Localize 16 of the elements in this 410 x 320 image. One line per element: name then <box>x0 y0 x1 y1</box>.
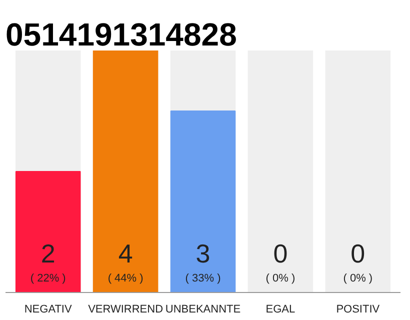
annotation: 0 <box>273 238 288 268</box>
x-tick-label: NEGATIV <box>24 304 72 316</box>
data-label: ( 0% ) <box>343 272 373 284</box>
data-label: ( 22% ) <box>30 272 66 284</box>
x-tick-label: VERWIRREND <box>88 304 164 316</box>
chart-title: 0514191314828 <box>6 16 237 52</box>
annotation: 3 <box>196 238 210 268</box>
annotation: 0 <box>350 238 366 268</box>
x-tick-label: POSITIV <box>336 304 380 316</box>
annotation: 2 <box>40 238 56 268</box>
data-label: ( 0% ) <box>266 272 296 284</box>
data-label: ( 33% ) <box>185 272 221 284</box>
annotation: 4 <box>118 238 133 268</box>
x-tick-label: UNBEKANNTE <box>165 304 241 316</box>
data-label: ( 44% ) <box>108 272 144 284</box>
x-tick-label: EGAL <box>266 304 296 316</box>
